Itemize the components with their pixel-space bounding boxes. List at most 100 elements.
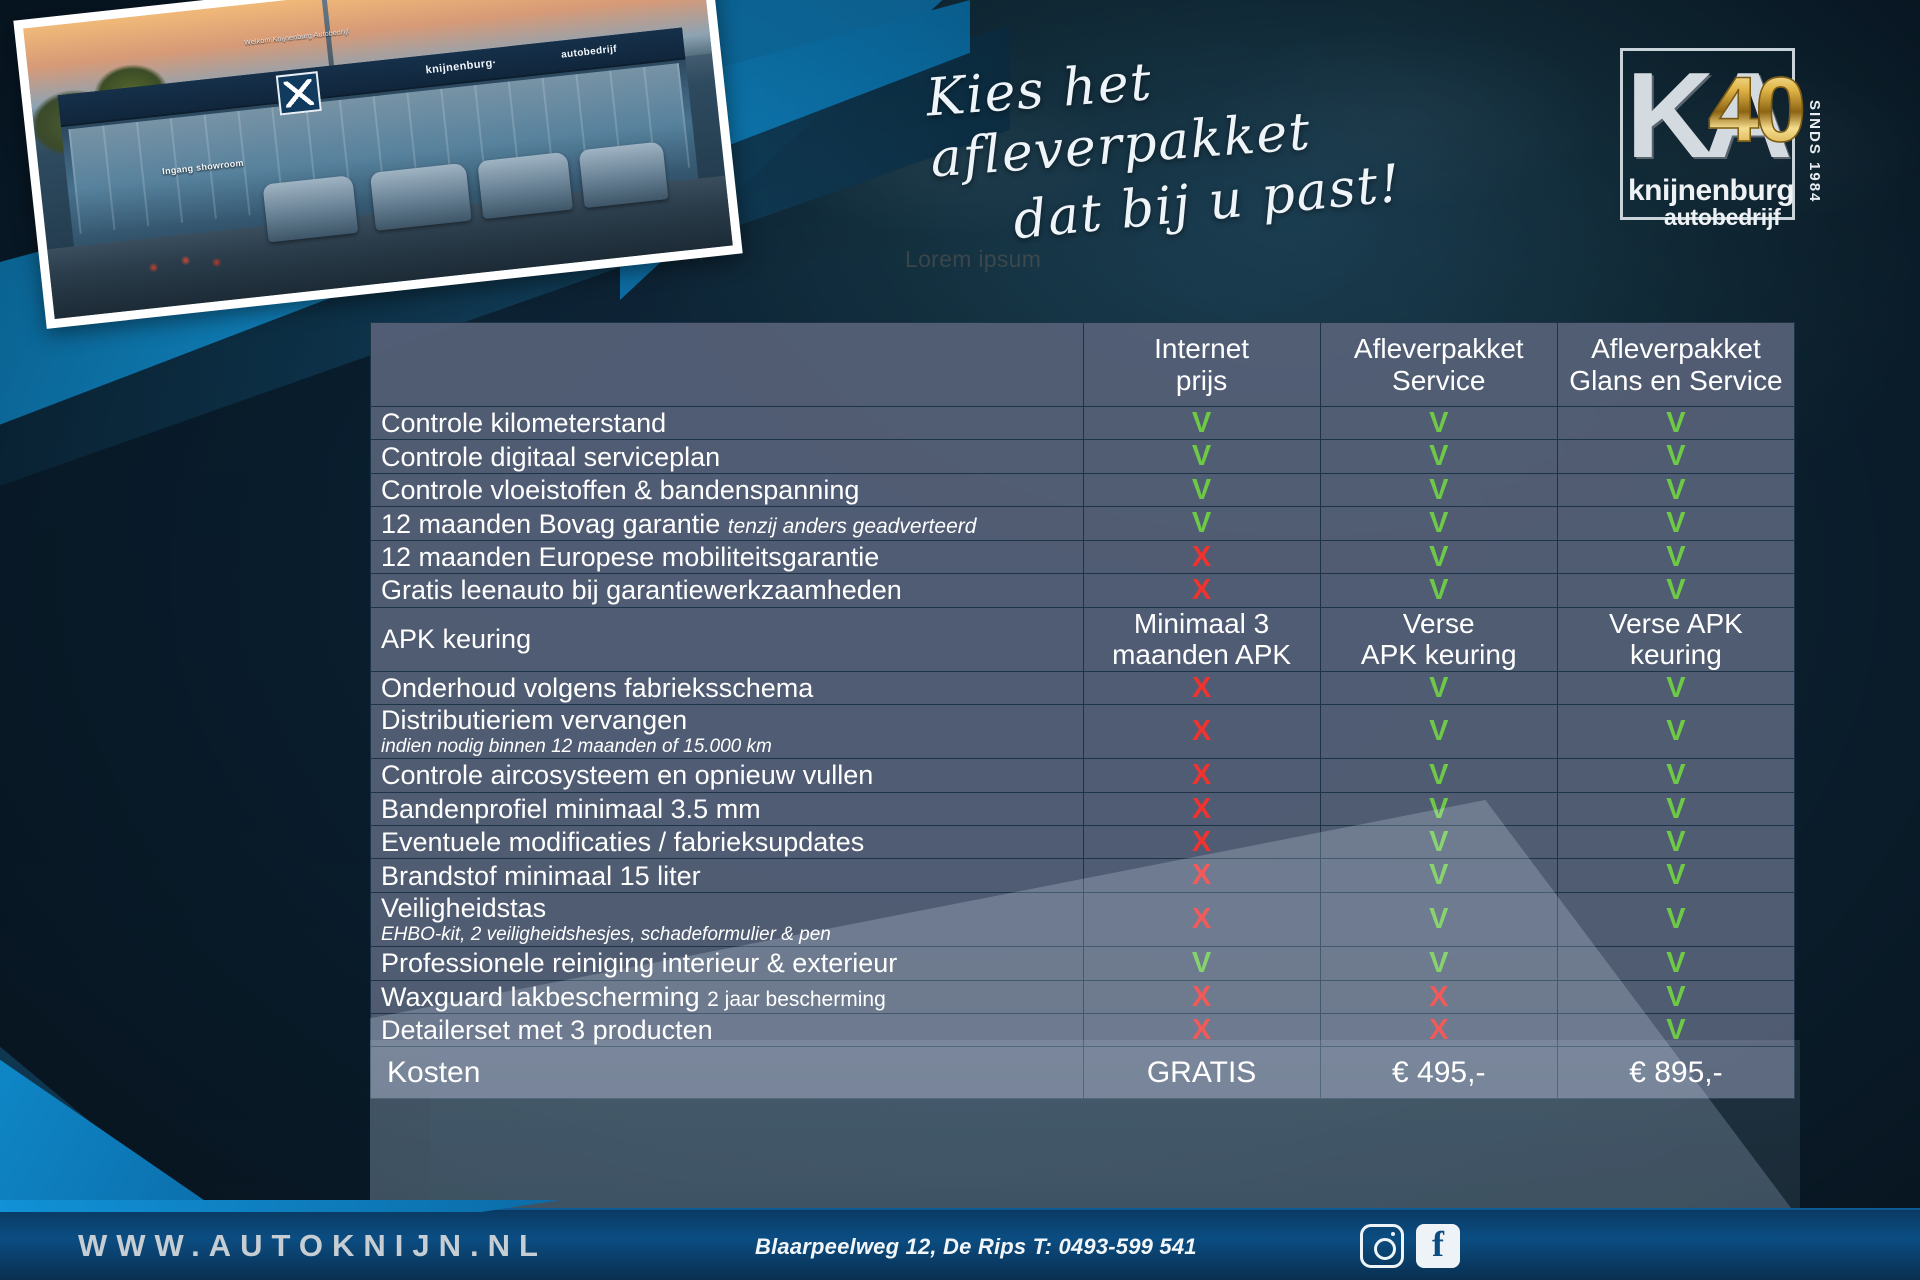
cost-value-col-2: € 495,- [1319, 1046, 1558, 1100]
facebook-icon[interactable]: f [1416, 1224, 1460, 1268]
photo-ka-sign [275, 71, 322, 116]
logo-since-text: SINDS 1984 [1806, 100, 1823, 204]
check-icon: V [1429, 507, 1449, 540]
check-icon: V [1666, 1013, 1686, 1046]
row-value-col-1: X [1082, 979, 1321, 1014]
footer-website-url[interactable]: WWW.AUTOKNIJN.NL [78, 1228, 547, 1263]
table-row: Eventuele modificaties / fabrieksupdates… [370, 825, 1796, 860]
row-label: 12 maanden Europese mobiliteitsgarantie [370, 539, 1084, 575]
row-value-col-2: X [1319, 1012, 1558, 1048]
check-icon: V [1666, 440, 1686, 473]
cross-icon: X [1191, 792, 1212, 825]
check-icon: V [1666, 473, 1686, 506]
logo-anniversary-40: 40 [1707, 59, 1807, 161]
check-icon: V [1191, 947, 1212, 980]
cross-icon: X [1429, 980, 1449, 1013]
table-row: Waxguard lakbescherming 2 jaar beschermi… [370, 979, 1796, 1014]
table-row: Controle digitaal serviceplan V V V [370, 439, 1796, 474]
comparison-table: Internet prijs Afleverpakket Service Aflever… [370, 322, 1796, 1100]
cross-icon: X [1191, 859, 1212, 892]
check-icon: V [1429, 947, 1449, 980]
table-row: Bandenprofiel minimaal 3.5 mm X V V [370, 791, 1796, 827]
table-row: Controle kilometerstand V V V [370, 405, 1796, 441]
row-value-col-1: V [1082, 472, 1321, 508]
row-label: Controle kilometerstand [370, 405, 1084, 441]
table-row: Brandstof minimaal 15 liter X V V [370, 858, 1796, 893]
check-icon: V [1429, 540, 1449, 573]
check-icon: V [1429, 715, 1449, 748]
row-value-col-3: V [1556, 891, 1796, 948]
check-icon: V [1191, 473, 1212, 506]
check-icon: V [1191, 440, 1212, 473]
row-label: Brandstof minimaal 15 liter [370, 858, 1084, 893]
cost-value-col-1: GRATIS [1082, 1046, 1321, 1100]
row-value-col-3: V [1556, 573, 1796, 608]
row-value-col-2: V [1319, 439, 1558, 474]
row-value-col-3: V [1556, 858, 1796, 893]
row-value-col-2: V [1319, 539, 1558, 575]
row-label: Controle digitaal serviceplan [370, 439, 1084, 474]
check-icon: V [1429, 903, 1449, 936]
row-value-col-2: V [1319, 825, 1558, 860]
comparison-table-wrapper: Internet prijs Afleverpakket Service Aflever… [370, 322, 1796, 1100]
row-label: Distributieriem vervangen indien nodig bi… [370, 703, 1084, 760]
table-row: 12 maanden Bovag garantie tenzij anders … [370, 506, 1796, 541]
row-value-col-3: V [1556, 946, 1796, 981]
row-value-col-2: X [1319, 979, 1558, 1014]
row-value-col-3: Verse APK keuring [1556, 606, 1796, 672]
row-label: Bandenprofiel minimaal 3.5 mm [370, 791, 1084, 827]
row-label: 12 maanden Bovag garantie tenzij anders … [370, 506, 1084, 541]
row-value-col-1: V [1082, 439, 1321, 474]
row-value-col-2: V [1319, 573, 1558, 608]
cross-icon: X [1191, 980, 1212, 1013]
row-value-col-1: X [1082, 791, 1321, 827]
check-icon: V [1429, 759, 1449, 792]
table-row: APK keuring Minimaal 3 maanden APK Verse APK… [370, 606, 1796, 672]
row-label: Eventuele modificaties / fabrieksupdates [370, 825, 1084, 860]
cross-icon: X [1191, 715, 1212, 748]
row-label: Detailerset met 3 producten [370, 1012, 1084, 1048]
row-value-col-1: X [1082, 825, 1321, 860]
row-value-col-3: V [1556, 439, 1796, 474]
cross-icon: X [1191, 903, 1212, 936]
footer-address-phone: Blaarpeelweg 12, De Rips T: 0493-599 541 [755, 1234, 1197, 1259]
row-value-col-2: V [1319, 758, 1558, 793]
check-icon: V [1429, 473, 1449, 506]
table-header-blank [370, 322, 1084, 407]
row-value-col-1: X [1082, 891, 1321, 948]
check-icon: V [1666, 826, 1686, 859]
table-row: Distributieriem vervangen indien nodig bi… [370, 703, 1796, 760]
row-value-col-2: V [1319, 670, 1558, 706]
table-header-row: Internet prijs Afleverpakket Service Aflever… [370, 322, 1796, 407]
row-value-col-3: V [1556, 703, 1796, 760]
table-row: Onderhoud volgens fabrieksschema X V V [370, 670, 1796, 706]
check-icon: V [1429, 440, 1449, 473]
table-row: 12 maanden Europese mobiliteitsgarantie X… [370, 539, 1796, 575]
row-value-col-2: V [1319, 506, 1558, 541]
check-icon: V [1429, 826, 1449, 859]
cost-value-col-3: € 895,- [1556, 1046, 1796, 1100]
row-value-col-2: V [1319, 858, 1558, 893]
row-value-col-2: Verse APK keuring [1319, 606, 1558, 672]
row-value-col-2: V [1319, 891, 1558, 948]
check-icon: V [1666, 980, 1686, 1013]
check-icon: V [1429, 574, 1449, 607]
logo-initials: KA [1626, 47, 1792, 183]
table-row: Controle aircosysteem en opnieuw vullen X… [370, 758, 1796, 793]
check-icon: V [1666, 540, 1686, 573]
table-row: Controle vloeistoffen & bandenspanning V V… [370, 472, 1796, 508]
cross-icon: X [1191, 759, 1212, 792]
cross-icon: X [1191, 671, 1212, 704]
footer-bar: WWW.AUTOKNIJN.NL Blaarpeelweg 12, De Rip… [0, 1200, 1920, 1280]
check-icon: V [1429, 407, 1449, 439]
row-value-col-3: V [1556, 758, 1796, 793]
lorem-watermark: Lorem ipsum [905, 246, 1042, 272]
row-label: Waxguard lakbescherming 2 jaar beschermi… [370, 979, 1084, 1014]
instagram-icon[interactable] [1360, 1224, 1404, 1268]
table-header-col-2: Afleverpakket Service [1319, 322, 1558, 407]
check-icon: V [1429, 792, 1449, 825]
row-value-col-1: X [1082, 539, 1321, 575]
check-icon: V [1191, 407, 1212, 439]
row-value-col-3: V [1556, 825, 1796, 860]
company-logo: KA 40 knijnenburg autobedrijf SINDS 1984 [1620, 48, 1835, 238]
